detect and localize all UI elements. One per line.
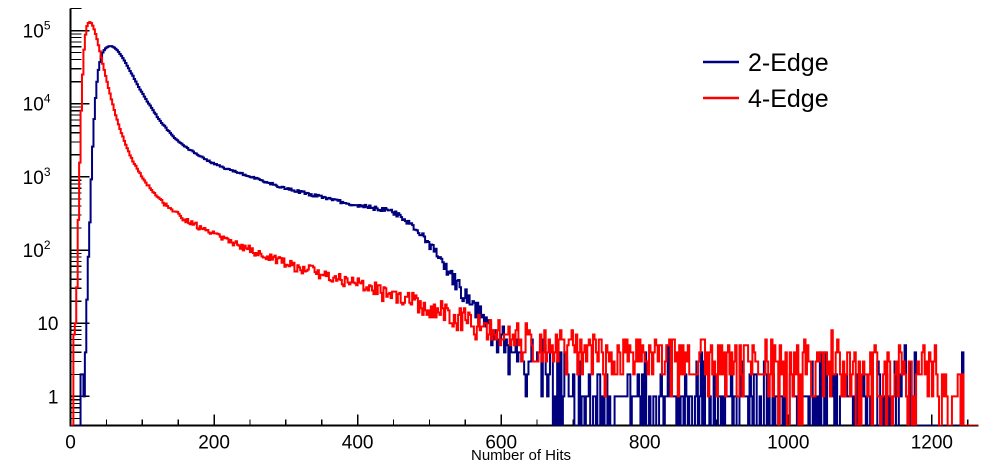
- y-tick-label: 103: [23, 165, 51, 189]
- x-tick-label: 600: [485, 433, 517, 454]
- legend-label-2-edge: 2-Edge: [748, 49, 829, 77]
- x-tick-label: 0: [65, 433, 76, 454]
- legend-label-4-edge: 4-Edge: [748, 85, 829, 113]
- y-tick-label-exponent: 4: [44, 92, 51, 106]
- y-tick-label-base: 10: [37, 314, 58, 335]
- x-tick-label: 400: [342, 433, 374, 454]
- x-tick-label: 200: [198, 433, 230, 454]
- y-tick-label-exponent: 3: [44, 165, 51, 179]
- x-tick-label: 1200: [911, 433, 953, 454]
- y-tick-label-exponent: 5: [44, 19, 51, 33]
- x-tick-label: 800: [629, 433, 661, 454]
- series-2-edge: [70, 45, 979, 426]
- y-tick-label-base: 1: [48, 387, 59, 408]
- axis-labels-group: 0 200 400 600 800 1000 1200110102103104105Numb…: [23, 19, 953, 464]
- series-4-edge: [70, 21, 979, 426]
- y-tick-label: 1: [48, 387, 59, 408]
- series-group: [70, 21, 979, 426]
- y-tick-label-base: 103: [23, 165, 51, 189]
- legend-entry: 4-Edge: [703, 85, 829, 113]
- legend: 2-Edge 4-Edge: [703, 49, 829, 113]
- x-axis-title: Number of Hits: [471, 447, 571, 464]
- y-tick-label-exponent: 2: [44, 238, 51, 252]
- x-tick-label: 1000: [767, 433, 809, 454]
- legend-entry: 2-Edge: [703, 49, 829, 77]
- y-tick-label: 10: [37, 314, 58, 335]
